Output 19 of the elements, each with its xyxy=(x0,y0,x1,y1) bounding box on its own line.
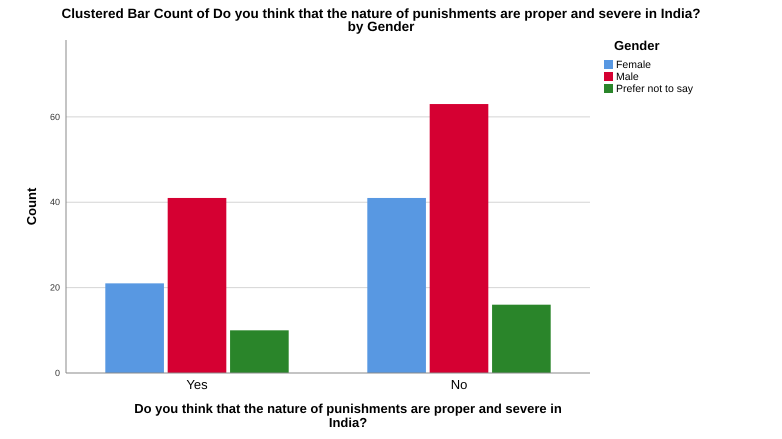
x-tick-label: No xyxy=(450,377,468,392)
bar xyxy=(105,283,164,373)
y-tick-label: 0 xyxy=(54,368,60,378)
bar xyxy=(430,104,488,373)
legend-label: Prefer not to say xyxy=(616,83,694,95)
y-tick-label: 60 xyxy=(50,112,60,122)
legend-label: Male xyxy=(616,71,639,83)
y-tick-label: 40 xyxy=(50,197,60,208)
legend-label: Female xyxy=(616,59,652,71)
bar xyxy=(168,198,226,373)
x-tick-label: Yes xyxy=(186,377,208,392)
y-axis-title: Count xyxy=(24,187,39,226)
bar xyxy=(230,330,289,373)
legend-title: Gender xyxy=(614,38,660,53)
bar xyxy=(492,304,551,373)
bar xyxy=(367,198,426,373)
x-axis-title: Do you think that the nature of punishments are proper and severe in India? xyxy=(134,401,562,430)
chart-title: Clustered Bar Count of Do you think that the nature of punishments are proper and severe in India? by Gender xyxy=(61,6,701,34)
y-tick-label: 20 xyxy=(50,282,60,293)
